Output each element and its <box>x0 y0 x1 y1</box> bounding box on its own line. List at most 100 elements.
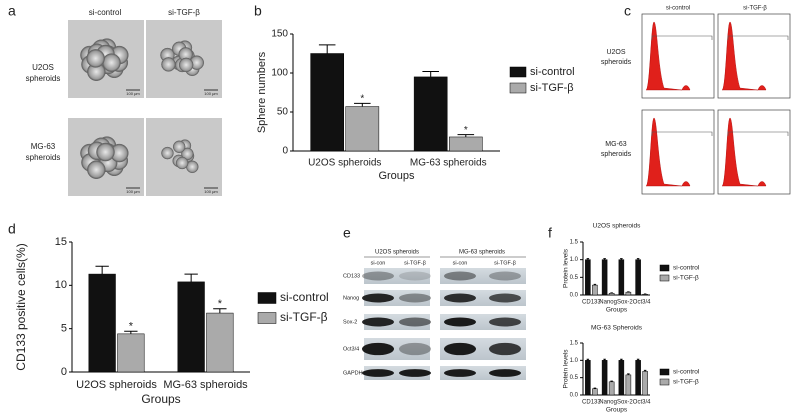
lane-label: si-TGF-β <box>494 260 516 266</box>
y-tick-label: 1.0 <box>570 257 579 263</box>
blot-band <box>489 369 521 377</box>
protein-label: Oct3/4 <box>343 346 359 352</box>
y-axis-label: Sphere numbers <box>256 51 268 133</box>
blot-band <box>489 271 521 281</box>
legend-label: si-control <box>673 369 700 376</box>
y-tick-label: 50 <box>277 107 289 118</box>
blot-band <box>489 342 521 356</box>
y-tick-label: 0.5 <box>570 375 579 381</box>
column-label: si-TGF-β <box>743 6 767 12</box>
group-label: U2OS spheroids <box>375 250 419 256</box>
error-bar <box>422 70 439 77</box>
x-tick-label: Oct3/4 <box>633 400 651 406</box>
legend-swatch <box>509 66 527 78</box>
error-bar <box>643 369 647 372</box>
legend-swatch <box>257 292 277 304</box>
bar <box>618 360 625 396</box>
bar <box>117 333 145 373</box>
y-axis-label: CD133 positive cells(%) <box>14 243 28 370</box>
scale-label: 100 μm <box>204 91 218 96</box>
protein-label: Sox-2 <box>343 319 357 325</box>
y-tick-label: 100 <box>271 68 288 79</box>
protein-label: Nanog <box>343 295 359 301</box>
y-tick-label: 1.0 <box>570 358 579 364</box>
column-label: si-control <box>89 8 122 17</box>
legend-label: si-TGF-β <box>673 379 699 386</box>
error-bar <box>603 358 606 361</box>
legend-swatch <box>659 274 670 282</box>
error-bar <box>95 265 109 275</box>
cell <box>96 142 115 162</box>
error-bar <box>603 258 606 260</box>
error-bar <box>627 373 630 375</box>
bar <box>601 259 608 296</box>
blot-band <box>399 293 431 303</box>
panel-label: d <box>8 221 16 237</box>
bar <box>635 259 641 296</box>
y-tick-label: 150 <box>271 29 288 40</box>
blot-band <box>444 342 476 356</box>
error-bar <box>636 358 640 361</box>
scale-label: 100 μm <box>126 91 140 96</box>
blot-band <box>399 317 431 327</box>
gate <box>727 35 789 40</box>
histogram-peak <box>645 117 691 187</box>
western-blots: CD133 Nanog Sox-2 Oct3/4 GAPDH <box>343 268 526 380</box>
bar <box>413 76 448 152</box>
row-label: MG-63 spheroids <box>25 142 61 162</box>
x-tick-label: Sox-2 <box>617 400 633 406</box>
flow-histograms <box>641 13 791 195</box>
x-axis-label: Groups <box>606 407 628 414</box>
blot-band <box>362 342 394 356</box>
legend-label: si-control <box>280 290 329 304</box>
bar <box>642 371 648 396</box>
cell <box>161 146 174 160</box>
chart-title: MG-63 Spheroids <box>591 325 643 332</box>
gate <box>651 131 713 136</box>
x-tick-label: U2OS spheroids <box>308 158 381 169</box>
x-tick-label: CD133 <box>582 300 601 306</box>
panel-label: c <box>624 3 631 19</box>
x-axis-label: Groups <box>606 307 628 314</box>
lane-label: si-con <box>453 260 468 266</box>
bar <box>635 360 641 396</box>
blot-band <box>362 271 394 281</box>
column-label: si-control <box>666 6 690 12</box>
lane-label: si-con <box>371 260 386 266</box>
error-bar <box>620 258 623 260</box>
histogram-peak <box>645 21 691 91</box>
significance-marker: * <box>218 298 223 310</box>
y-tick-label: 0 <box>282 146 288 157</box>
blot-band <box>444 369 476 377</box>
y-tick-label: 10 <box>55 279 67 291</box>
cell <box>87 160 106 179</box>
error-bar <box>636 258 640 260</box>
bar <box>625 374 632 396</box>
cell <box>172 140 186 154</box>
bar <box>449 136 483 152</box>
legend-label: si-TGF-β <box>673 275 699 282</box>
legend-label: si-TGF-β <box>530 82 574 94</box>
legend-swatch <box>659 264 670 272</box>
row-label: U2OS spheroids <box>25 63 61 83</box>
blot-band <box>362 317 394 327</box>
lane-label: si-TGF-β <box>404 260 426 266</box>
cell <box>175 156 189 170</box>
histogram-peak <box>721 117 767 187</box>
row-label: MG-63 spheroids <box>600 141 632 158</box>
y-tick-label: 0.5 <box>570 275 579 281</box>
y-axis-label: Protein levels <box>563 248 570 288</box>
cell <box>102 53 121 72</box>
bar <box>88 273 116 373</box>
legend-swatch <box>509 82 527 94</box>
column-label: si-TGF-β <box>168 8 200 17</box>
error-bar <box>586 258 590 260</box>
bar <box>592 284 598 296</box>
blot-band <box>489 317 521 327</box>
x-tick-label: CD133 <box>582 400 601 406</box>
group-label: MG-63 spheroids <box>459 250 505 256</box>
y-tick-label: 0.0 <box>570 393 579 399</box>
y-tick-label: 1.5 <box>570 341 579 347</box>
